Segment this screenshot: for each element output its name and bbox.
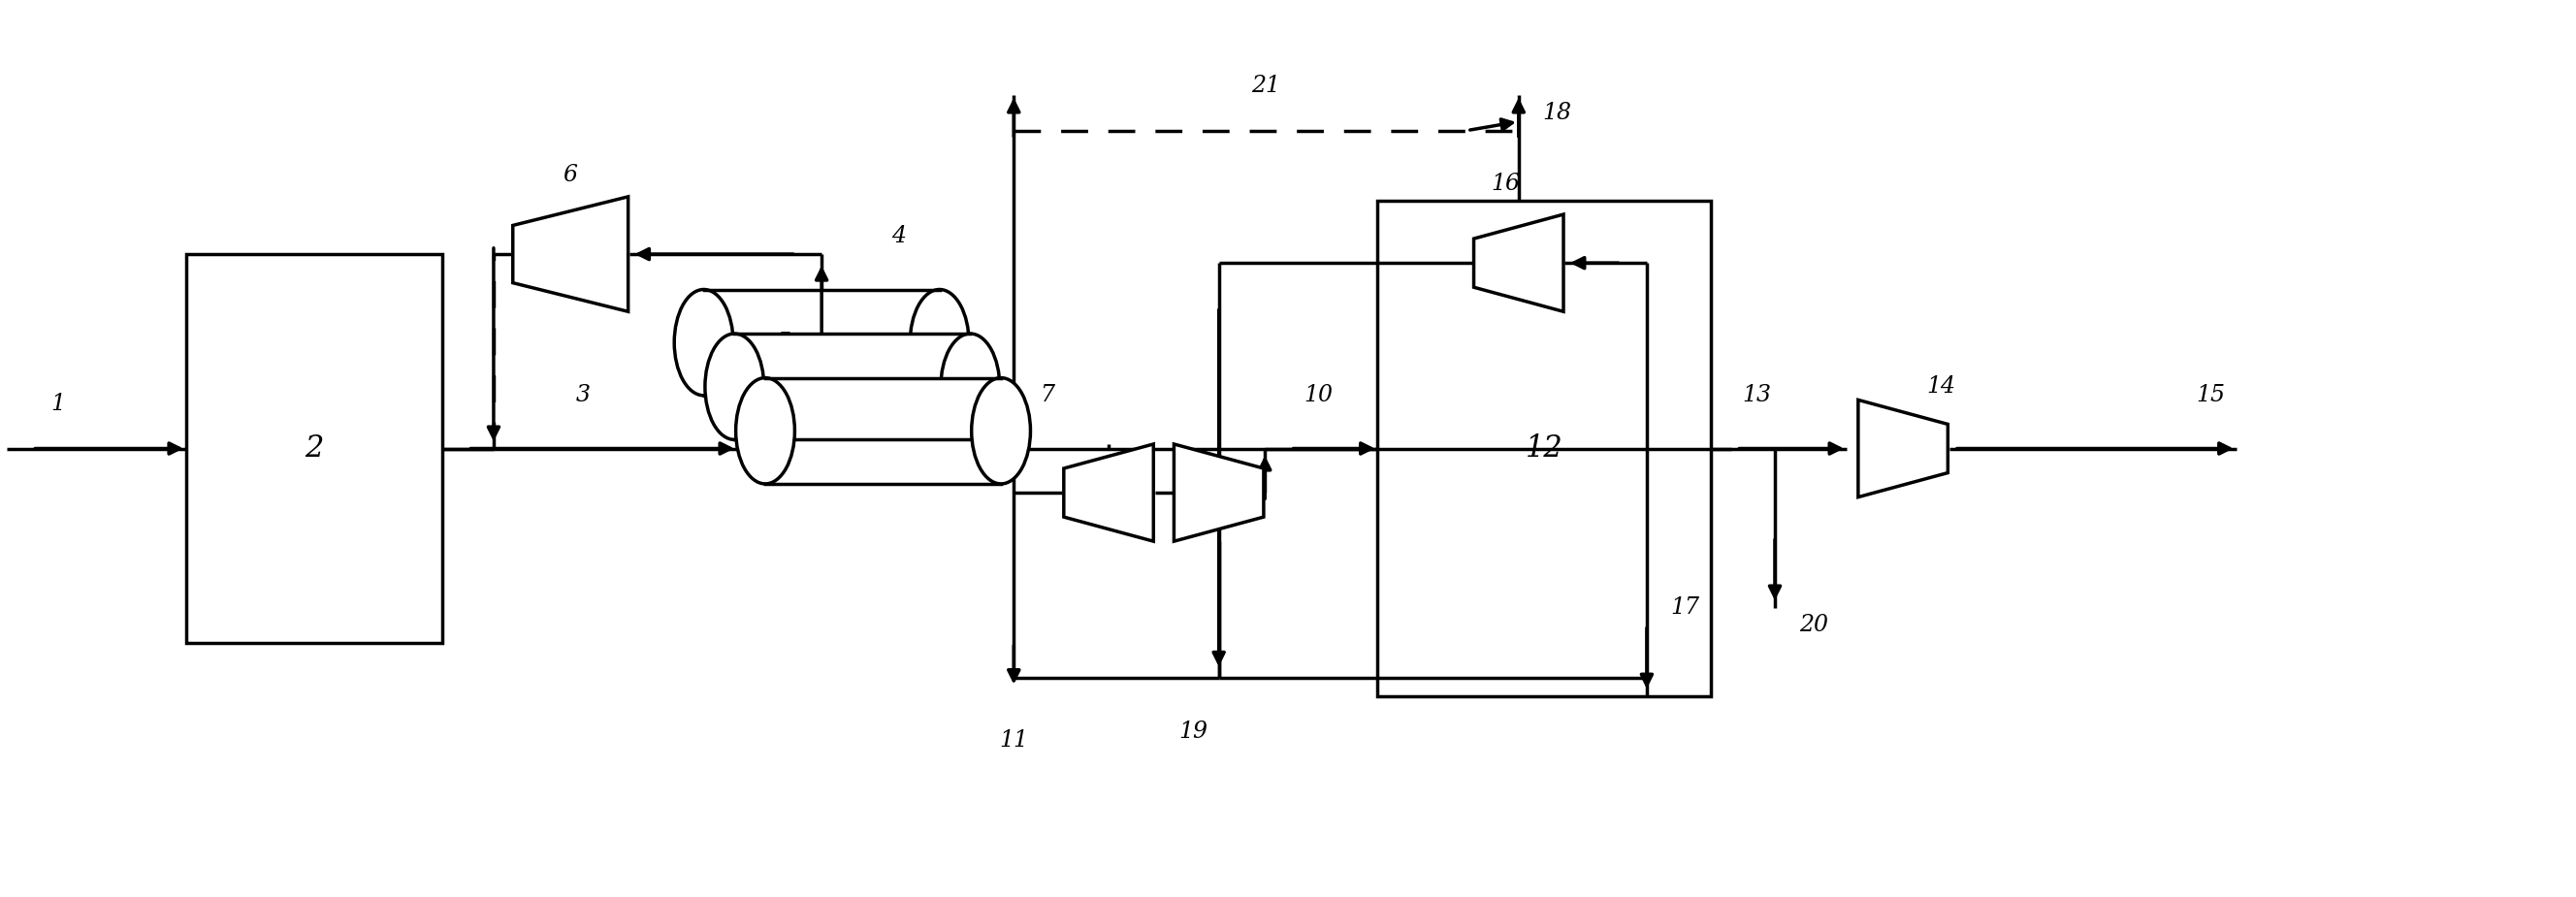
Text: 10: 10 bbox=[1303, 384, 1334, 406]
Text: 7: 7 bbox=[1041, 384, 1054, 406]
Text: 16: 16 bbox=[1492, 172, 1520, 195]
Text: 2: 2 bbox=[304, 433, 325, 464]
Text: 15: 15 bbox=[2195, 384, 2226, 406]
Bar bbox=[765, 378, 1002, 483]
Text: 5: 5 bbox=[775, 331, 791, 353]
Polygon shape bbox=[1064, 444, 1154, 541]
Text: 14: 14 bbox=[1927, 376, 1955, 397]
Text: 6: 6 bbox=[564, 163, 577, 186]
Bar bbox=[1378, 201, 1710, 696]
Text: 3: 3 bbox=[577, 384, 590, 406]
Text: 21: 21 bbox=[1252, 75, 1280, 98]
Text: 13: 13 bbox=[1741, 384, 1772, 406]
Text: 1: 1 bbox=[52, 393, 64, 415]
Polygon shape bbox=[1175, 444, 1265, 541]
Ellipse shape bbox=[706, 334, 765, 440]
Ellipse shape bbox=[737, 378, 796, 483]
Text: 18: 18 bbox=[1543, 101, 1571, 124]
Text: 4: 4 bbox=[891, 225, 907, 248]
Text: 19: 19 bbox=[1180, 720, 1208, 743]
Text: 8: 8 bbox=[1226, 479, 1239, 498]
Ellipse shape bbox=[940, 334, 999, 440]
Text: 17: 17 bbox=[1672, 597, 1700, 619]
Text: 12: 12 bbox=[1525, 433, 1564, 464]
Text: 9: 9 bbox=[1090, 479, 1103, 498]
Bar bbox=[703, 290, 940, 396]
Text: 20: 20 bbox=[1798, 614, 1829, 636]
Bar bbox=[185, 254, 443, 643]
Ellipse shape bbox=[971, 378, 1030, 483]
Polygon shape bbox=[513, 196, 629, 311]
Polygon shape bbox=[1473, 214, 1564, 311]
Bar bbox=[734, 334, 971, 440]
Ellipse shape bbox=[909, 290, 969, 396]
Text: 11: 11 bbox=[999, 729, 1028, 751]
Polygon shape bbox=[1857, 400, 1947, 497]
Ellipse shape bbox=[675, 290, 734, 396]
